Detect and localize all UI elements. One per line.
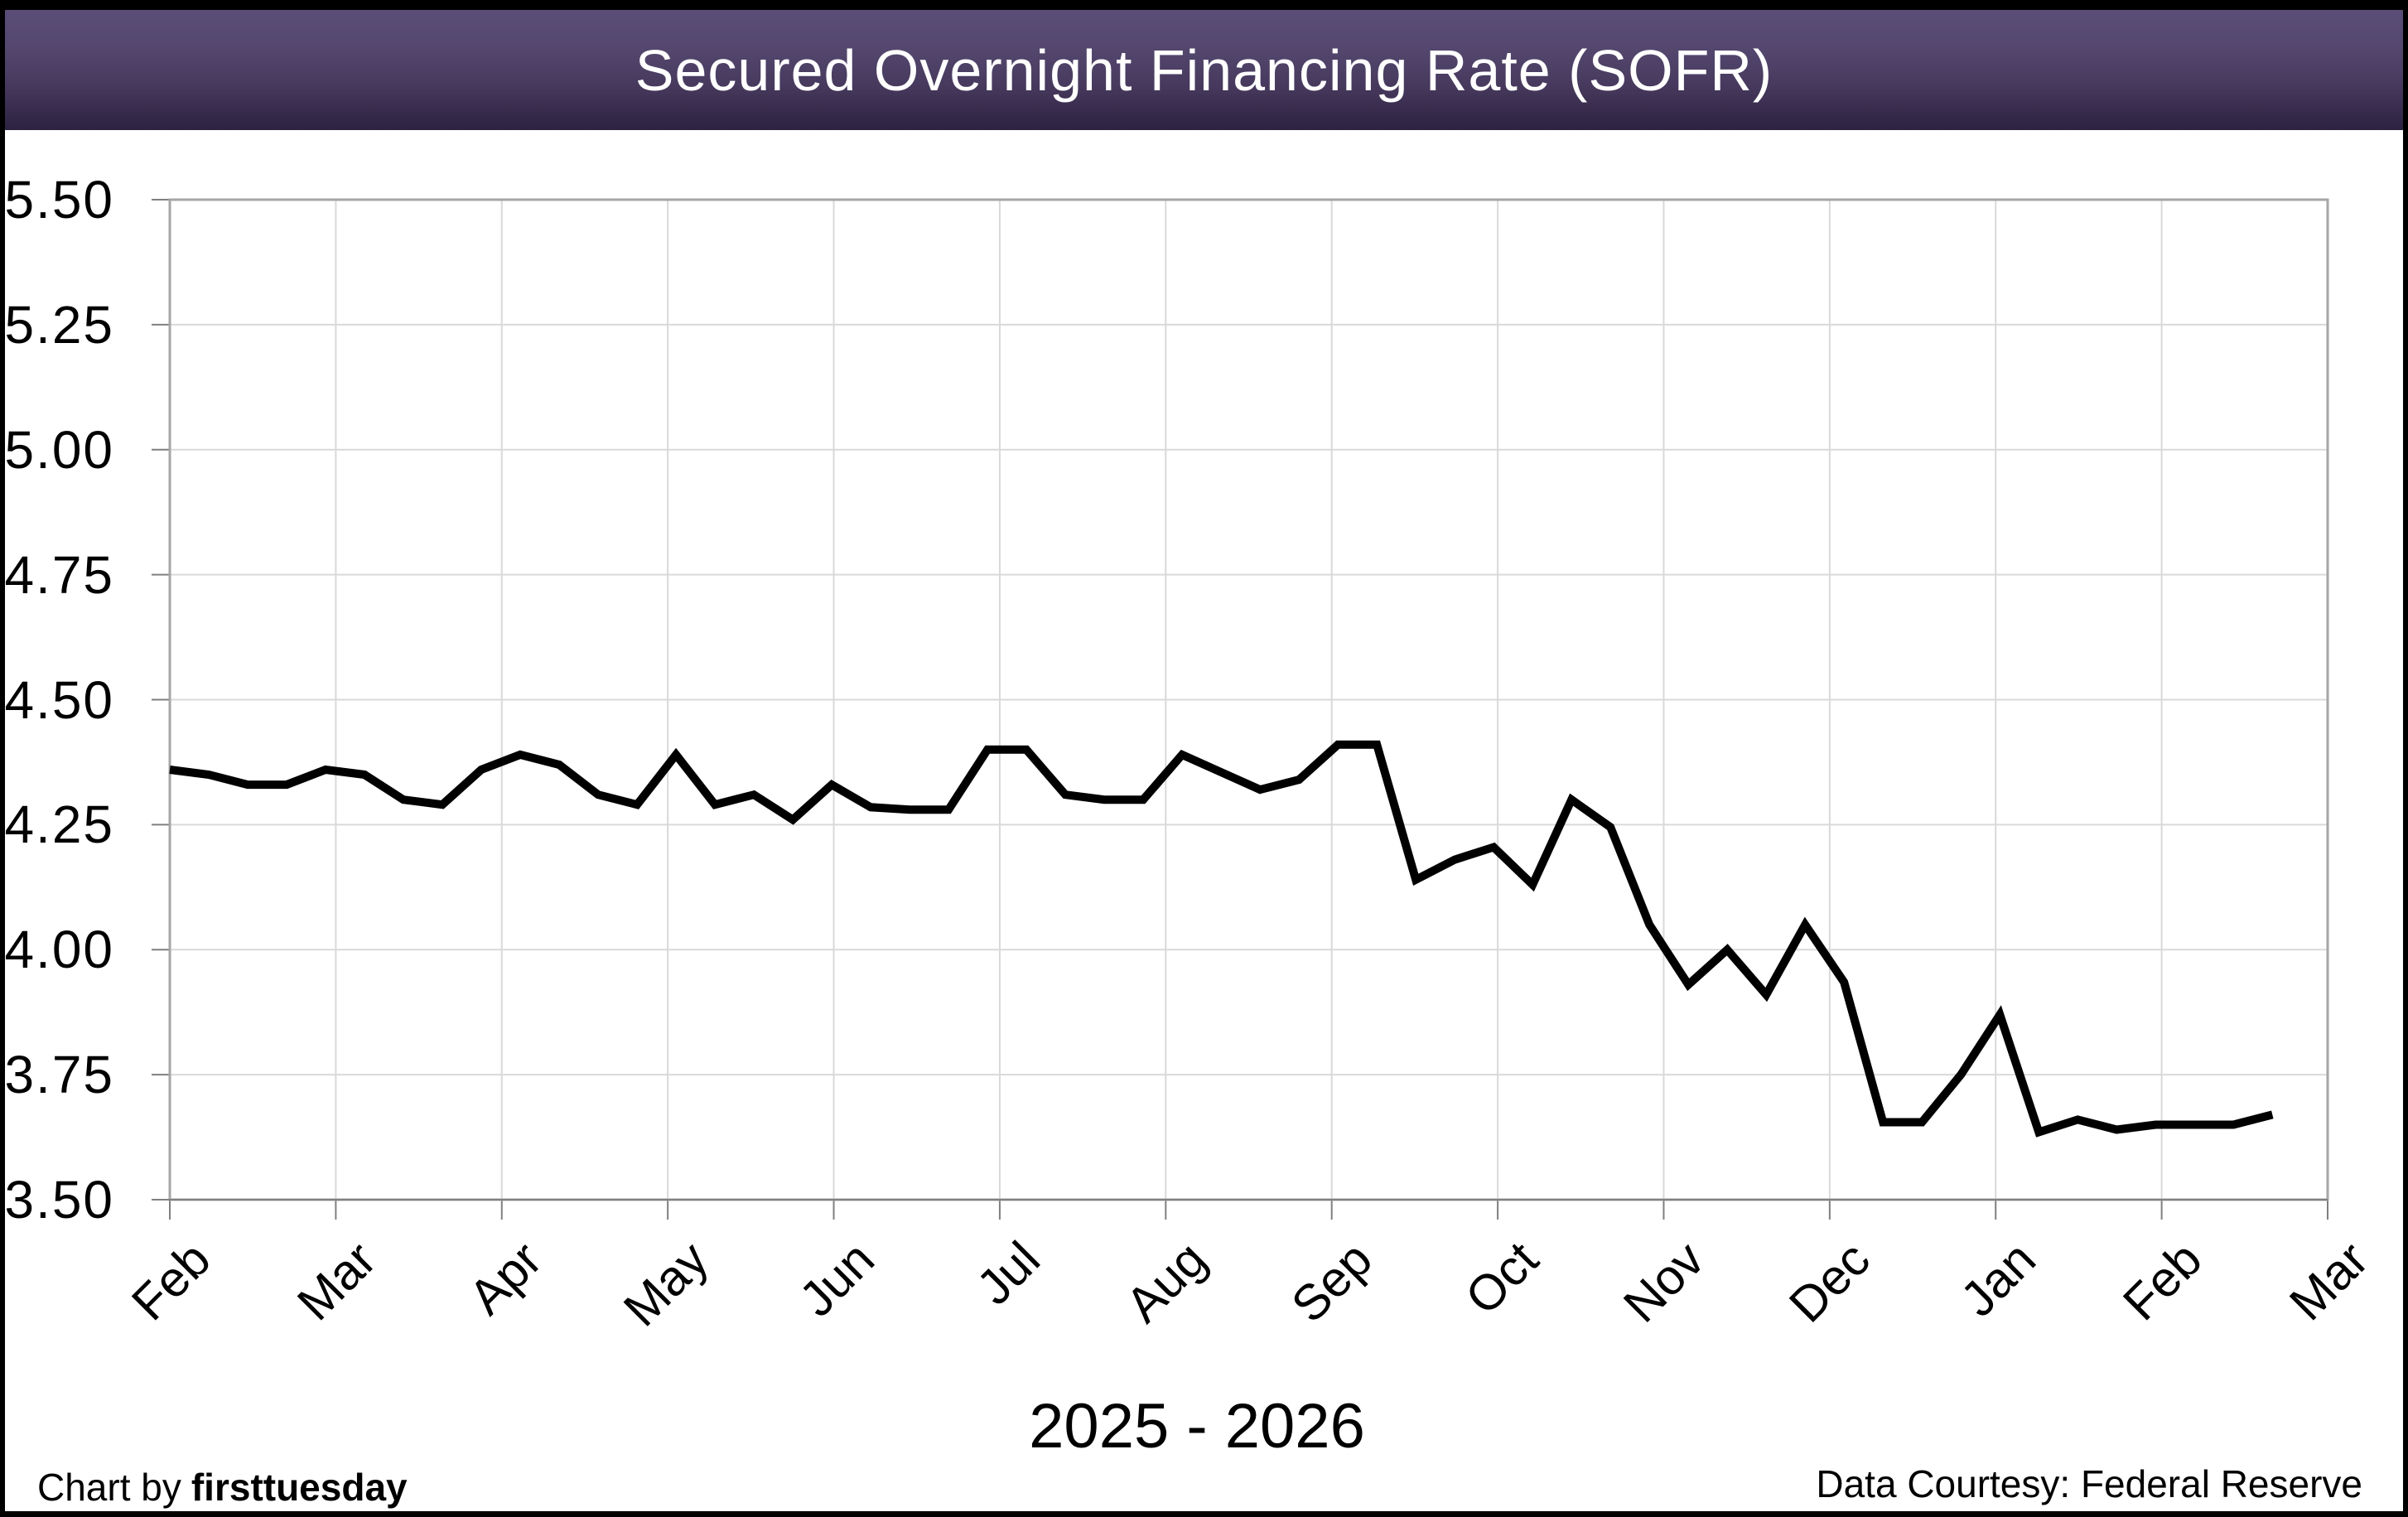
credit-prefix: Chart by xyxy=(37,1466,181,1509)
page-border-left xyxy=(0,0,5,1517)
page-border-right xyxy=(2403,0,2408,1517)
page-border-top xyxy=(0,0,2408,10)
chart-credit: Chart by firsttuesday xyxy=(37,1465,408,1510)
data-courtesy: Data Courtesy: Federal Reserve xyxy=(1816,1462,2362,1505)
chart-title-bar: Secured Overnight Financing Rate (SOFR) xyxy=(5,10,2403,130)
credit-brand: firsttuesday xyxy=(191,1466,408,1509)
sofr-line xyxy=(169,740,2274,1138)
chart-title: Secured Overnight Financing Rate (SOFR) xyxy=(635,37,1773,103)
page-border-bottom xyxy=(0,1511,2408,1517)
x-axis-title: 2025 - 2026 xyxy=(1029,1391,1365,1461)
